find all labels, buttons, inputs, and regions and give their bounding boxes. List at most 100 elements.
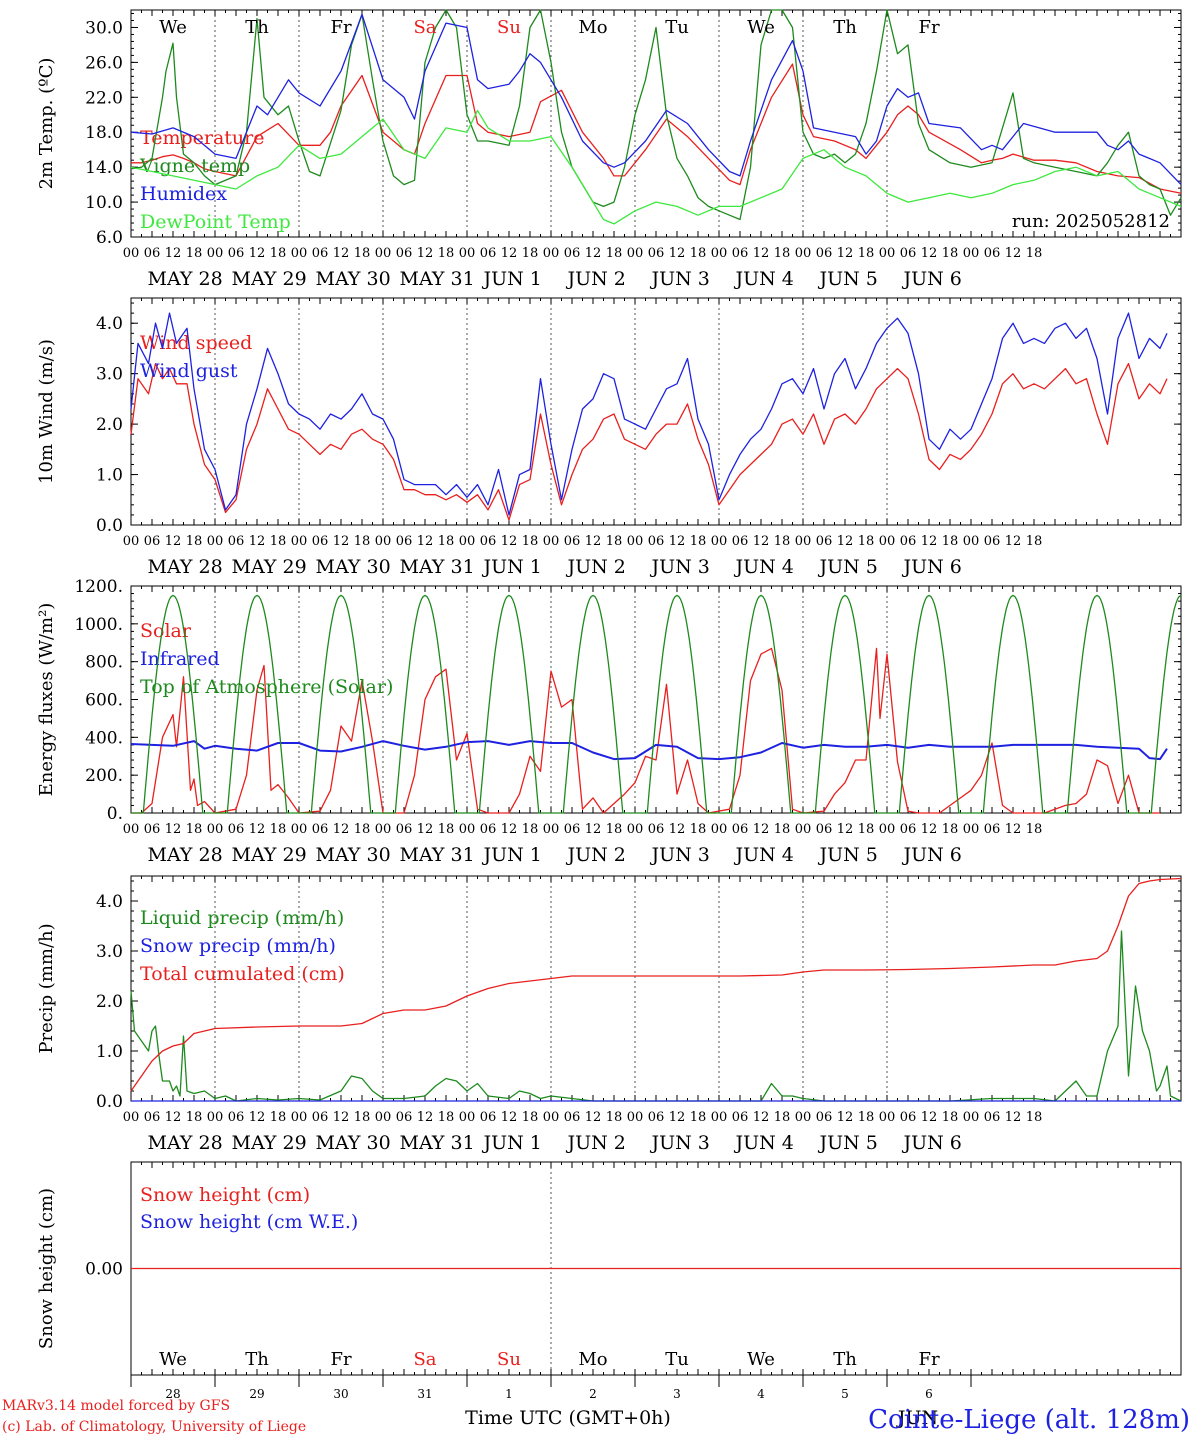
series-line-liquid-precip-mm-h-: [130, 930, 1182, 1102]
hour-tick-label: 00: [795, 246, 812, 261]
hour-tick-label: 06: [480, 1110, 497, 1125]
series-line-solar: [131, 647, 1160, 814]
y-tick-label: 18.0: [85, 123, 123, 143]
date-label: JUN 3: [650, 1132, 710, 1154]
date-label: MAY 30: [316, 556, 391, 578]
hour-tick-label: 06: [648, 534, 665, 549]
date-label: MAY 29: [232, 844, 307, 866]
hour-tick-label: 06: [816, 822, 833, 837]
hour-tick-label: 00: [543, 246, 560, 261]
hour-tick-label: 12: [837, 534, 854, 549]
hour-tick-label: 18: [270, 534, 287, 549]
date-label: MAY 31: [400, 844, 475, 866]
hour-tick-label: 18: [354, 822, 371, 837]
hour-tick-label: 06: [984, 534, 1001, 549]
panel-frame-1: [130, 297, 1182, 526]
day-number-label: 6: [925, 1387, 933, 1401]
hour-tick-label: 18: [942, 822, 959, 837]
hour-tick-label: 00: [627, 534, 644, 549]
hour-tick-label: 18: [186, 246, 203, 261]
hour-tick-label: 18: [606, 246, 623, 261]
y-tick-label: 400.: [85, 728, 123, 748]
hour-tick-label: 00: [207, 246, 224, 261]
hour-tick-label: 00: [291, 534, 308, 549]
x-axis-label: Time UTC (GMT+0h): [465, 1407, 671, 1429]
legend-entry: Wind speed: [140, 332, 252, 354]
hour-tick-label: 00: [543, 534, 560, 549]
hour-tick-label: 06: [732, 822, 749, 837]
day-number-label: 28: [165, 1387, 180, 1401]
hour-tick-label: 06: [816, 246, 833, 261]
hour-tick-label: 18: [438, 1110, 455, 1125]
weekday-label: Tu: [665, 1349, 689, 1370]
date-label: JUN 3: [650, 556, 710, 578]
hour-tick-label: 18: [690, 822, 707, 837]
hour-tick-label: 00: [963, 534, 980, 549]
hour-tick-label: 18: [690, 246, 707, 261]
hour-tick-label: 00: [627, 1110, 644, 1125]
hour-tick-label: 06: [144, 534, 161, 549]
hour-tick-label: 18: [354, 534, 371, 549]
y-tick-label: 3.0: [96, 365, 123, 385]
y-tick-label: 4.0: [96, 892, 123, 912]
hour-tick-label: 06: [396, 534, 413, 549]
hour-tick-label: 06: [984, 1110, 1001, 1125]
hour-tick-label: 00: [795, 534, 812, 549]
hour-tick-label: 12: [585, 534, 602, 549]
hour-tick-label: 06: [144, 822, 161, 837]
hour-tick-label: 18: [438, 534, 455, 549]
day-number-label: 1: [505, 1387, 513, 1401]
y-tick-label: 6.0: [96, 228, 123, 248]
legend-entry: Temperature: [140, 127, 264, 149]
hour-tick-label: 06: [900, 1110, 917, 1125]
hour-tick-label: 00: [375, 534, 392, 549]
date-label: JUN 1: [482, 844, 542, 866]
y-tick-label: 800.: [85, 653, 123, 673]
weekday-label: Tu: [665, 17, 689, 38]
y-tick-label: 1200.: [74, 577, 123, 597]
hour-tick-label: 06: [648, 1110, 665, 1125]
hour-tick-label: 18: [1026, 1110, 1043, 1125]
date-label: JUN 5: [818, 844, 878, 866]
hour-tick-label: 00: [711, 822, 728, 837]
hour-tick-label: 18: [354, 246, 371, 261]
day-number-label: 31: [417, 1387, 432, 1401]
hour-tick-label: 18: [774, 534, 791, 549]
legend-entry: Wind gust: [140, 360, 238, 382]
y-tick-label: 2.0: [96, 992, 123, 1012]
legend-entry: Top of Atmosphere (Solar): [140, 676, 393, 698]
hour-tick-label: 00: [207, 1110, 224, 1125]
hour-tick-label: 00: [459, 1110, 476, 1125]
hour-tick-label: 06: [816, 534, 833, 549]
hour-tick-label: 18: [858, 822, 875, 837]
legend-entry: Infrared: [140, 648, 220, 670]
hour-tick-label: 06: [564, 1110, 581, 1125]
hour-tick-label: 12: [753, 1110, 770, 1125]
y-tick-label: 2.0: [96, 415, 123, 435]
hour-tick-label: 18: [774, 246, 791, 261]
station-label: Cointe-Liege (alt. 128m): [868, 1405, 1190, 1435]
hour-tick-label: 06: [816, 1110, 833, 1125]
weekday-label: Su: [497, 1349, 521, 1370]
hour-tick-label: 00: [123, 534, 140, 549]
hour-tick-label: 12: [669, 822, 686, 837]
hour-tick-label: 12: [417, 1110, 434, 1125]
hour-tick-label: 12: [249, 534, 266, 549]
legend-entry: Snow precip (mm/h): [140, 935, 336, 957]
date-label: JUN 1: [482, 268, 542, 290]
day-number-label: 29: [249, 1387, 264, 1401]
y-axis-label: 10m Wind (m/s): [36, 339, 57, 484]
hour-tick-label: 06: [732, 246, 749, 261]
date-label: MAY 28: [148, 556, 223, 578]
hour-tick-label: 12: [1005, 822, 1022, 837]
y-tick-label: 10.0: [85, 193, 123, 213]
hour-tick-label: 00: [711, 534, 728, 549]
weekday-label: Fr: [330, 1349, 351, 1370]
hour-tick-label: 00: [291, 1110, 308, 1125]
date-label: MAY 29: [232, 556, 307, 578]
weekday-label: Fr: [918, 17, 939, 38]
date-label: JUN 2: [566, 844, 626, 866]
series-line-top-of-atmosphere-solar-: [131, 594, 1182, 814]
hour-tick-label: 12: [249, 1110, 266, 1125]
